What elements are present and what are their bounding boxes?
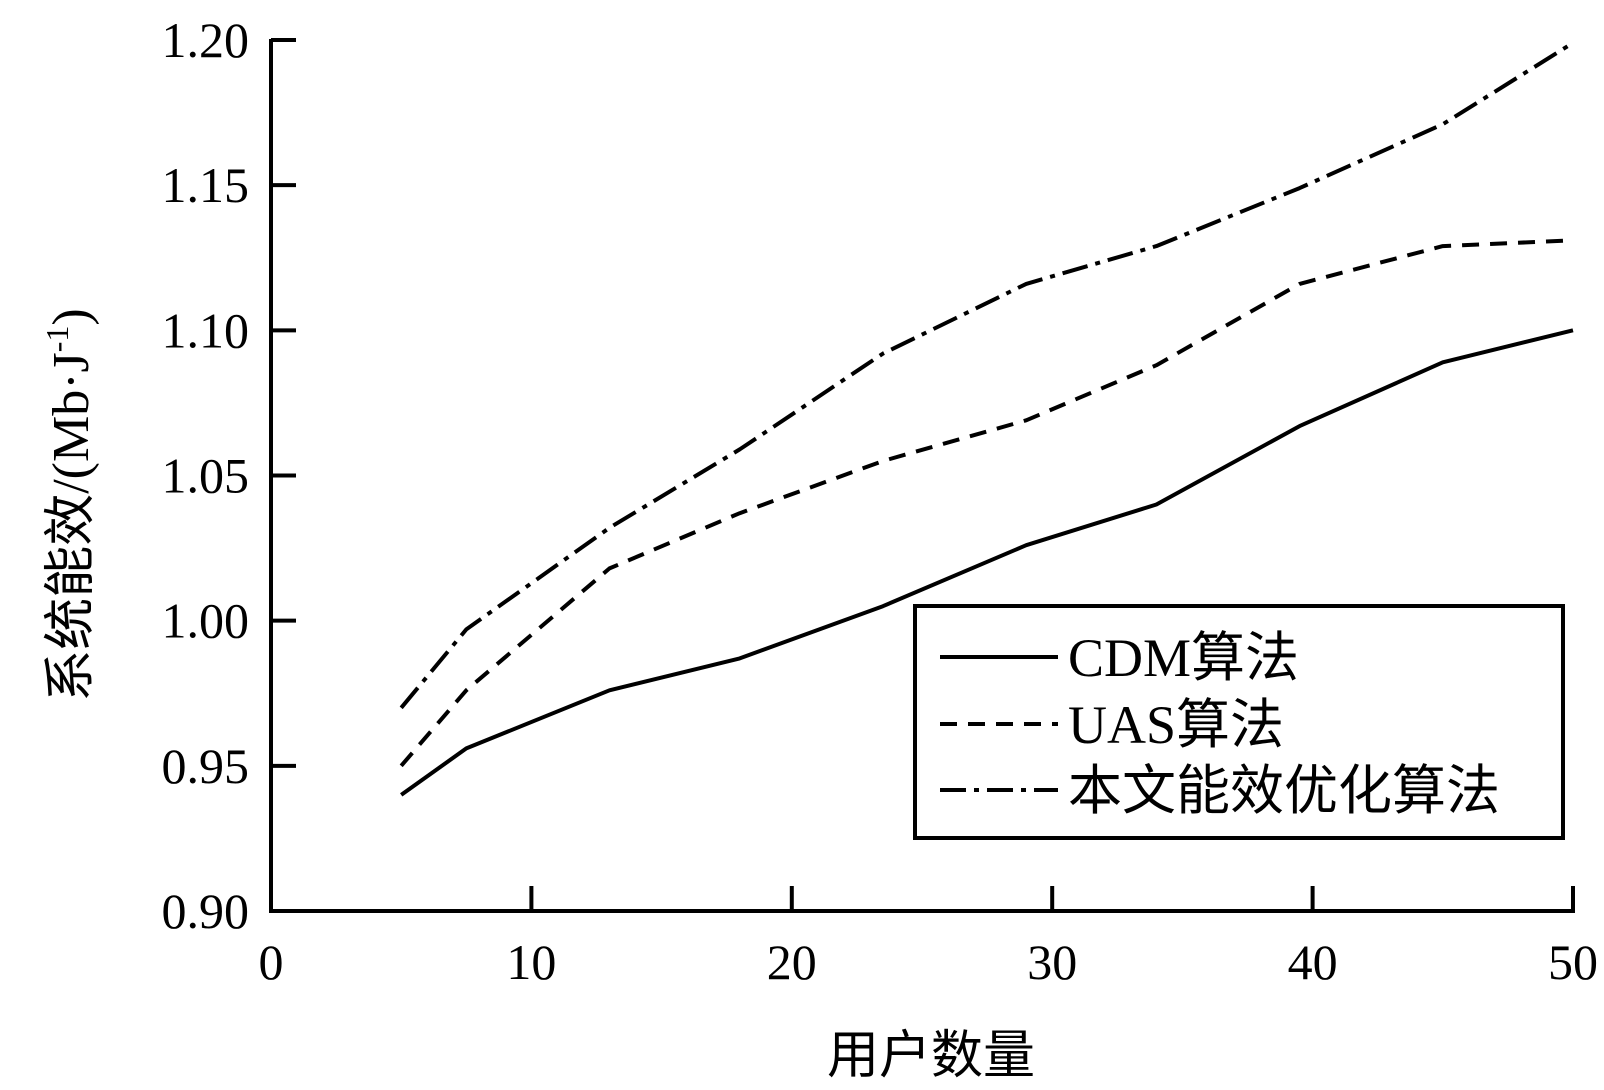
x-tick-label: 50 [1548,934,1598,990]
y-tick-label: 1.15 [162,157,250,213]
y-axis-title-close: ) [43,308,100,325]
y-axis-title-main: 系统能效/(Mb·J [43,352,100,702]
x-tick-label: 10 [506,934,556,990]
y-axis-title: 系统能效/(Mb·J-1) [39,308,100,702]
y-tick-label: 0.90 [162,883,250,939]
x-tick-label: 40 [1288,934,1338,990]
legend-label-proposed: 本文能效优化算法 [1068,761,1500,821]
x-axis-title: 用户数量 [827,1028,1035,1085]
legend-label-cdm: CDM算法 [1068,628,1299,688]
legend-label-uas: UAS算法 [1068,695,1284,755]
series-lines [399,41,1575,797]
y-tick-label: 0.95 [162,738,250,794]
x-tick-label: 30 [1027,934,1077,990]
y-tick-label: 1.00 [162,593,250,649]
series-line-0 [400,328,1574,797]
series-line-2 [399,41,1575,710]
series-line-1 [399,238,1574,768]
legend: CDM算法 UAS算法 本文能效优化算法 [913,604,1565,840]
x-tick-label: 20 [767,934,817,990]
y-tick-label: 1.05 [162,448,250,504]
legend-box [913,604,1565,840]
y-axis-title-superscript: -1 [39,326,75,353]
y-tick-label: 1.10 [162,302,250,358]
x-tick-label: 0 [259,934,284,990]
y-tick-label: 1.20 [162,12,250,68]
axes: 0.90 0.95 1.00 1.05 1.10 1.15 1.20 0 10 20 30 40 50 [162,12,1599,990]
